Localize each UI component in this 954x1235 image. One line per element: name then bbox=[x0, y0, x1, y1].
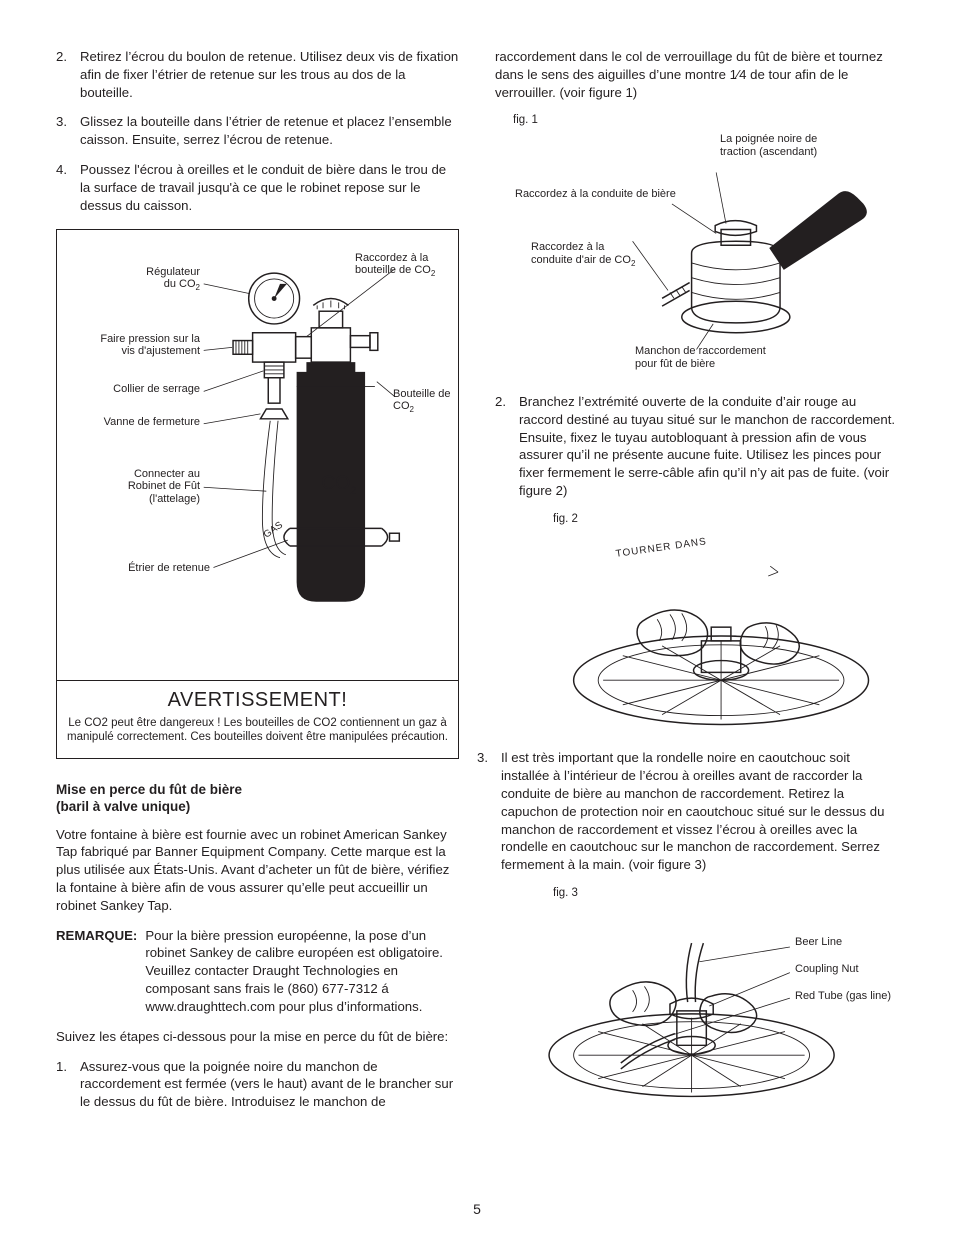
warning-box: AVERTISSEMENT! Le CO2 peut être dangereu… bbox=[57, 680, 458, 753]
right-list-2: 2. Branchez l’extrémité ouverte de la co… bbox=[495, 393, 898, 500]
diagram-label-sub: 2 bbox=[410, 405, 414, 414]
fig1-caption: fig. 1 bbox=[513, 113, 898, 129]
fig1: La poignée noire de traction (ascendant)… bbox=[495, 133, 898, 383]
paragraph-continuation: raccordement dans le col de verrouillage… bbox=[495, 48, 898, 101]
left-list-top: 2. Retirez l’écrou du boulon de retenue.… bbox=[56, 48, 459, 215]
list-item: 1. Assurez-vous que la poignée noire du … bbox=[56, 1058, 459, 1111]
list-text: Glissez la bouteille dans l’étrier de re… bbox=[80, 113, 459, 149]
co2-diagram-drawing: CO 2 bbox=[57, 230, 458, 680]
list-number: 4. bbox=[56, 161, 74, 214]
section-heading: Mise en perce du fût de bière (baril à v… bbox=[56, 781, 459, 816]
diagram-label-sub: 2 bbox=[431, 269, 435, 278]
list-item: 4. Poussez l'écrou à oreilles et le cond… bbox=[56, 161, 459, 214]
list-text: Assurez-vous que la poignée noire du man… bbox=[80, 1058, 459, 1111]
list-item: 2. Branchez l’extrémité ouverte de la co… bbox=[495, 393, 898, 500]
diagram-label-collier: Collier de serrage bbox=[65, 383, 200, 396]
fig1-label-air-sub: 2 bbox=[631, 260, 635, 269]
diagram-label-vanne: Vanne de fermeture bbox=[65, 416, 200, 429]
paragraph: Votre fontaine à bière est fournie avec … bbox=[56, 826, 459, 915]
list-number: 1. bbox=[56, 1058, 74, 1111]
svg-text:2: 2 bbox=[350, 485, 356, 497]
diagram-label-etrier: Étrier de retenue bbox=[65, 562, 210, 575]
diagram-label-text: Régulateur du CO bbox=[146, 266, 200, 291]
fig2-caption: fig. 2 bbox=[553, 512, 898, 528]
list-number: 3. bbox=[477, 749, 495, 874]
remarque-label: REMARQUE: bbox=[56, 927, 137, 1016]
list-text: Poussez l'écrou à oreilles et le conduit… bbox=[80, 161, 459, 214]
diagram-label-connecter: Connecter au Robinet de Fût (l'attelage) bbox=[65, 468, 200, 506]
list-text: Branchez l’extrémité ouverte de la condu… bbox=[519, 393, 898, 500]
diagram-label-sub: 2 bbox=[196, 283, 200, 292]
fig3-label-coupling: Coupling Nut bbox=[795, 963, 905, 976]
fig3-label-beerline: Beer Line bbox=[795, 936, 905, 949]
left-list-bottom: 1. Assurez-vous que la poignée noire du … bbox=[56, 1058, 459, 1111]
fig2-svg bbox=[495, 531, 898, 741]
diagram-label-text: Raccordez à la bouteille de CO bbox=[355, 252, 431, 277]
right-list-3: 3. Il est très important que la rondelle… bbox=[477, 749, 898, 874]
fig1-label-poignee: La poignée noire de traction (ascendant) bbox=[720, 133, 890, 159]
remarque: REMARQUE: Pour la bière pression europée… bbox=[56, 927, 459, 1016]
list-text: Retirez l’écrou du boulon de retenue. Ut… bbox=[80, 48, 459, 101]
warning-body: Le CO2 peut être dangereux ! Les bouteil… bbox=[67, 716, 448, 745]
diagram-label-pression: Faire pression sur la vis d'ajustement bbox=[65, 333, 200, 358]
list-item: 2. Retirez l’écrou du boulon de retenue.… bbox=[56, 48, 459, 101]
list-number: 2. bbox=[56, 48, 74, 101]
right-column: raccordement dans le col de verrouillage… bbox=[491, 48, 898, 1205]
fig3-caption: fig. 3 bbox=[553, 886, 898, 902]
fig3-label-redtube: Red Tube (gas line) bbox=[795, 990, 915, 1003]
fig1-label-air-text: Raccordez à la conduite d'air de CO bbox=[531, 241, 631, 266]
fig2: TOURNER DANS bbox=[495, 531, 898, 741]
page-number: 5 bbox=[0, 1200, 954, 1219]
fig1-label-air: Raccordez à la conduite d'air de CO2 bbox=[531, 228, 681, 269]
co2-diagram-svg: CO 2 bbox=[57, 230, 458, 680]
list-item: 3. Glissez la bouteille dans l’étrier de… bbox=[56, 113, 459, 149]
fig1-label-biere: Raccordez à la conduite de bière bbox=[515, 188, 705, 201]
page: 2. Retirez l’écrou du boulon de retenue.… bbox=[0, 0, 954, 1235]
diagram-label-regulator: Régulateur du CO2 bbox=[65, 266, 200, 293]
warning-title: AVERTISSEMENT! bbox=[67, 687, 448, 714]
fig1-label-manchon: Manchon de raccordement pour fût de bièr… bbox=[635, 345, 855, 371]
list-number: 3. bbox=[56, 113, 74, 149]
fig3: Beer Line Coupling Nut Red Tube (gas lin… bbox=[495, 906, 898, 1106]
diagram-label-raccord-bouteille: Raccordez à la bouteille de CO2 bbox=[355, 252, 470, 279]
svg-text:CO: CO bbox=[321, 472, 350, 494]
list-number: 2. bbox=[495, 393, 513, 500]
diagram-label-text: Bouteille de CO bbox=[393, 388, 451, 413]
list-item: 3. Il est très important que la rondelle… bbox=[477, 749, 898, 874]
list-text: Il est très important que la rondelle no… bbox=[501, 749, 898, 874]
paragraph: Suivez les étapes ci-dessous pour la mis… bbox=[56, 1028, 459, 1046]
co2-diagram: CO 2 bbox=[56, 229, 459, 759]
left-column: 2. Retirez l’écrou du boulon de retenue.… bbox=[56, 48, 463, 1205]
diagram-label-bouteille: Bouteille de CO2 bbox=[393, 388, 473, 415]
remarque-text: Pour la bière pression européenne, la po… bbox=[145, 927, 459, 1016]
